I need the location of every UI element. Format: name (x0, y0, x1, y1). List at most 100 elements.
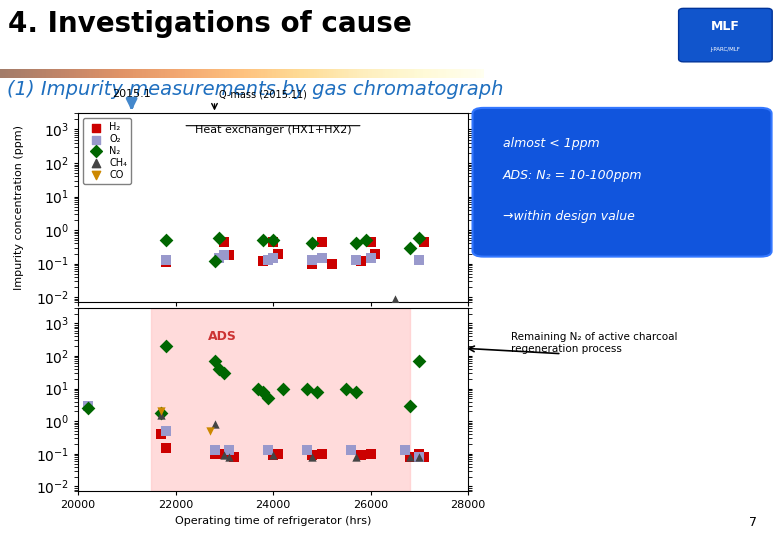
Point (159, 444, 172, 453)
Point (262, 255, 275, 264)
Point (354, 451, 367, 460)
Text: Impurity concentration (ppm): Impurity concentration (ppm) (15, 125, 24, 291)
Point (271, 249, 284, 258)
Point (82, 401, 94, 410)
Point (310, 387, 323, 396)
Point (306, 255, 318, 264)
Point (418, 238, 431, 246)
Point (349, 255, 362, 264)
Point (369, 249, 381, 258)
Point (413, 449, 426, 458)
Point (267, 451, 279, 460)
Point (306, 451, 318, 460)
Point (208, 420, 221, 429)
Point (276, 384, 289, 393)
Point (208, 446, 221, 454)
Point (218, 451, 231, 460)
Point (262, 446, 275, 454)
Point (213, 253, 225, 262)
Point (252, 384, 264, 393)
Point (208, 357, 221, 366)
Point (159, 258, 172, 267)
Text: almost < 1ppm: almost < 1ppm (503, 137, 600, 150)
Point (213, 233, 225, 242)
Point (301, 446, 314, 454)
X-axis label: Operating time of refrigerator (hrs): Operating time of refrigerator (hrs) (175, 516, 371, 526)
Point (154, 411, 167, 420)
Point (364, 449, 377, 458)
Text: MLF: MLF (711, 19, 740, 33)
Point (218, 369, 231, 377)
Point (349, 239, 362, 248)
Point (267, 236, 279, 245)
Point (306, 239, 318, 248)
Point (223, 251, 236, 259)
Point (218, 449, 231, 458)
Point (208, 256, 221, 265)
Point (154, 407, 167, 416)
Point (154, 409, 167, 417)
Point (413, 453, 426, 461)
Point (364, 253, 377, 262)
Text: →within design value: →within design value (503, 210, 635, 223)
Point (271, 449, 284, 458)
Point (413, 233, 426, 242)
Point (218, 251, 231, 259)
Point (306, 259, 318, 268)
Point (208, 449, 221, 458)
Point (267, 451, 279, 460)
Text: Q-mass (2015.11): Q-mass (2015.11) (219, 89, 307, 99)
Point (159, 342, 172, 350)
Point (257, 236, 270, 245)
Point (267, 253, 279, 262)
Point (223, 446, 236, 454)
Point (257, 387, 270, 396)
Point (204, 427, 216, 435)
Point (315, 238, 328, 246)
FancyBboxPatch shape (679, 8, 772, 62)
Point (413, 453, 426, 461)
Point (228, 453, 240, 461)
Text: J-PARC/MLF: J-PARC/MLF (711, 48, 740, 52)
Point (306, 453, 318, 461)
Point (82, 401, 94, 410)
Point (257, 256, 270, 265)
Point (413, 357, 426, 366)
Point (325, 259, 338, 268)
Point (315, 449, 328, 458)
Point (159, 255, 172, 264)
Point (340, 384, 353, 393)
Point (364, 238, 377, 246)
Point (223, 453, 236, 461)
Point (267, 238, 279, 246)
Point (349, 387, 362, 396)
Point (82, 404, 94, 413)
Point (301, 384, 314, 393)
Point (403, 453, 416, 461)
Point (413, 255, 426, 264)
Text: (1) Impurity measurements by gas chromatograph: (1) Impurity measurements by gas chromat… (6, 79, 503, 99)
Point (159, 236, 172, 245)
Text: Heat exchanger (HX1+HX2): Heat exchanger (HX1+HX2) (195, 125, 351, 135)
Point (418, 453, 431, 461)
Text: ADS: N₂ = 10-100ppm: ADS: N₂ = 10-100ppm (503, 169, 643, 182)
Text: 4. Investigations of cause: 4. Investigations of cause (8, 10, 412, 38)
Bar (151, 308, 410, 491)
Text: Remaining N₂ of active charcoal
regeneration process: Remaining N₂ of active charcoal regenera… (511, 332, 677, 354)
Point (218, 238, 231, 246)
Point (403, 401, 416, 410)
Point (315, 253, 328, 262)
FancyBboxPatch shape (473, 108, 771, 256)
Text: ADS: ADS (207, 330, 237, 343)
Point (262, 394, 275, 403)
Point (213, 364, 225, 373)
Text: 2015.1: 2015.1 (112, 89, 151, 99)
Point (354, 256, 367, 265)
Point (159, 427, 172, 435)
Point (399, 446, 411, 454)
Point (154, 430, 167, 438)
Point (345, 446, 357, 454)
Point (360, 236, 372, 245)
Legend: H₂, O₂, N₂, CH₄, CO: H₂, O₂, N₂, CH₄, CO (83, 118, 131, 184)
Text: 7: 7 (749, 516, 757, 529)
